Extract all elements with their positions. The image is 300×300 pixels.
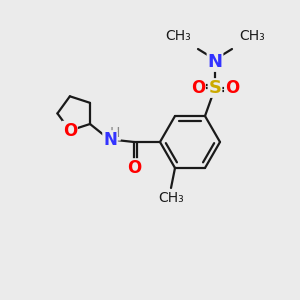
Text: H: H xyxy=(110,126,120,140)
Text: N: N xyxy=(208,53,223,71)
Text: CH₃: CH₃ xyxy=(239,29,265,43)
Text: O: O xyxy=(63,122,77,140)
Text: CH₃: CH₃ xyxy=(165,29,191,43)
Text: N: N xyxy=(103,131,117,149)
Text: O: O xyxy=(127,159,141,177)
Text: CH₃: CH₃ xyxy=(158,191,184,205)
Text: O: O xyxy=(225,79,239,97)
Text: S: S xyxy=(208,79,221,97)
Text: O: O xyxy=(191,79,205,97)
